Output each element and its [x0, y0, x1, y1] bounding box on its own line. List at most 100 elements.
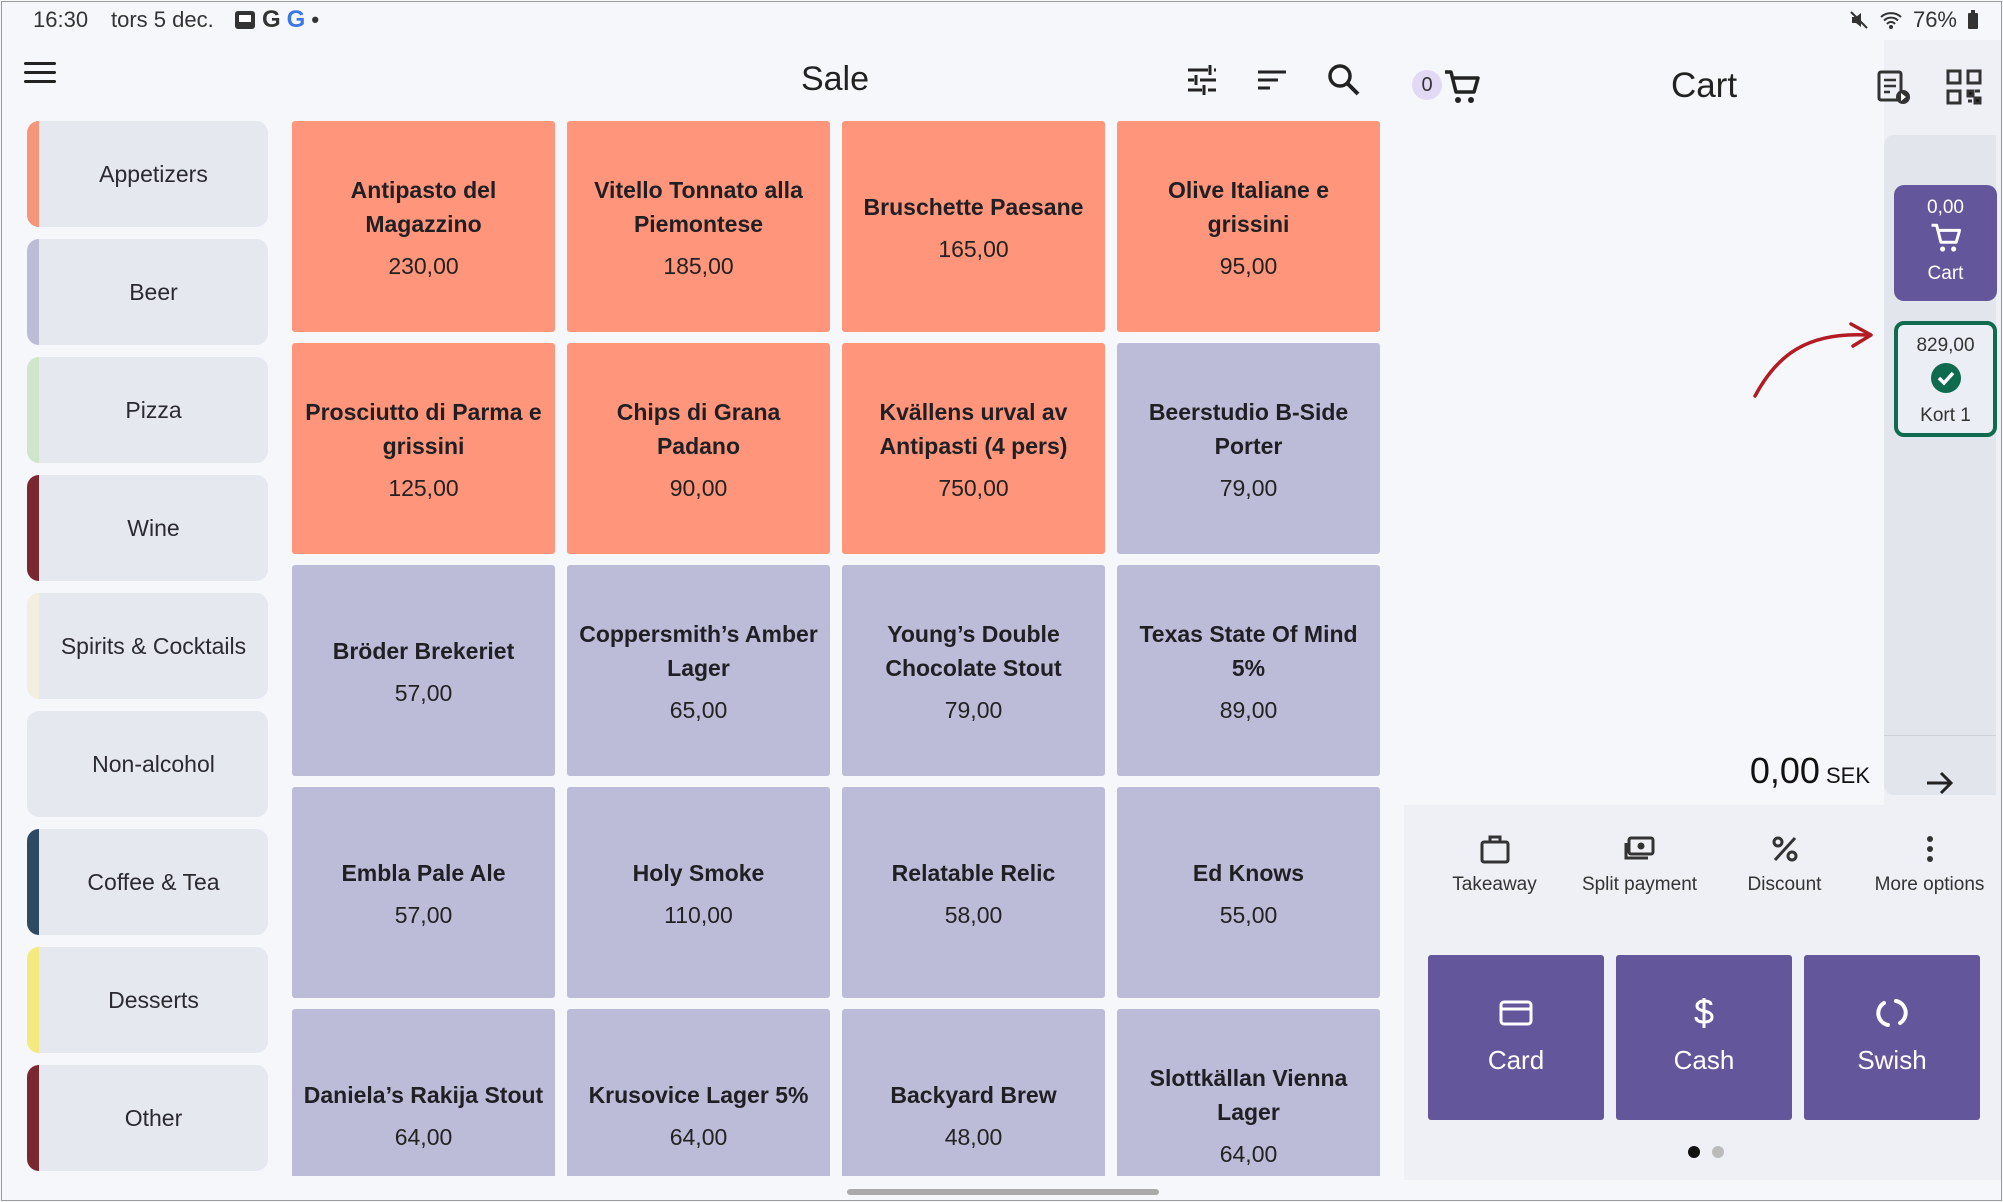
- cash-pay-label: Cash: [1673, 1045, 1735, 1075]
- category-desserts[interactable]: Desserts: [27, 947, 268, 1053]
- product-price: 89,00: [1219, 697, 1278, 723]
- credit-card-icon: [1499, 1000, 1533, 1026]
- product-tile[interactable]: Vitello Tonnato alla Piemontese 185,00: [567, 121, 830, 332]
- product-tile[interactable]: Antipasto del Magazzino 230,00: [292, 121, 555, 332]
- product-price: 58,00: [944, 902, 1003, 928]
- more-options-button[interactable]: More options: [1857, 820, 2001, 930]
- swish-pay-label: Swish: [1857, 1045, 1927, 1075]
- check-circle-icon: [1930, 363, 1961, 393]
- product-price: 79,00: [944, 697, 1003, 723]
- category-non-alcohol[interactable]: Non-alcohol: [27, 711, 268, 817]
- category-color-stripe: [27, 239, 39, 345]
- product-tile[interactable]: Young’s Double Chocolate Stout 79,00: [842, 565, 1105, 776]
- cash-pay-button[interactable]: Cash: [1616, 955, 1792, 1120]
- product-name: Texas State Of Mind 5%: [1139, 621, 1358, 681]
- takeaway-label: Takeaway: [1452, 874, 1537, 895]
- product-price: 57,00: [394, 902, 453, 928]
- cart-total: 0,00 SEK: [1750, 750, 1870, 792]
- page-dot[interactable]: [1712, 1146, 1724, 1158]
- cart-icon[interactable]: [1442, 67, 1482, 107]
- receipt-play-icon[interactable]: [1874, 68, 1912, 106]
- takeaway-button[interactable]: Takeaway: [1422, 820, 1567, 930]
- page-indicator: [1688, 1146, 1724, 1158]
- category-label: Desserts: [108, 986, 199, 1013]
- category-other[interactable]: Other: [27, 1065, 268, 1171]
- app-notification-icon: [235, 11, 255, 29]
- product-name: Young’s Double Chocolate Stout: [885, 621, 1062, 681]
- side-cart-amount: 0,00: [1927, 197, 1964, 218]
- side-kort-button[interactable]: 829,00 Kort 1: [1894, 321, 1997, 437]
- percent-icon: [1772, 836, 1797, 862]
- product-tile[interactable]: Beerstudio B-Side Porter 79,00: [1117, 343, 1380, 554]
- product-name: Slottkällan Vienna Lager: [1149, 1065, 1348, 1125]
- page-dot-active[interactable]: [1688, 1146, 1700, 1158]
- category-spirits-cocktails[interactable]: Spirits & Cocktails: [27, 593, 268, 699]
- home-indicator[interactable]: [847, 1189, 1159, 1195]
- category-beer[interactable]: Beer: [27, 239, 268, 345]
- product-tile[interactable]: Chips di Grana Padano 90,00: [567, 343, 830, 554]
- product-tile[interactable]: Slottkällan Vienna Lager 64,00: [1117, 1009, 1380, 1176]
- product-tile[interactable]: Krusovice Lager 5% 64,00: [567, 1009, 830, 1176]
- category-color-stripe: [27, 947, 39, 1053]
- product-tile[interactable]: Prosciutto di Parma e grissini 125,00: [292, 343, 555, 554]
- category-color-stripe: [27, 593, 39, 699]
- menu-icon[interactable]: [24, 62, 56, 92]
- product-price: 185,00: [663, 253, 734, 279]
- product-name: Olive Italiane e grissini: [1167, 177, 1330, 237]
- product-name: Bruschette Paesane: [863, 194, 1084, 220]
- side-kort-amount: 829,00: [1916, 335, 1975, 356]
- category-wine[interactable]: Wine: [27, 475, 268, 581]
- card-pay-label: Card: [1487, 1045, 1545, 1075]
- discount-button[interactable]: Discount: [1712, 820, 1857, 930]
- product-price: 64,00: [1219, 1141, 1278, 1167]
- product-price: 110,00: [664, 902, 733, 928]
- product-tile[interactable]: Ed Knows 55,00: [1117, 787, 1380, 998]
- product-price: 57,00: [394, 680, 453, 706]
- divider: [1884, 735, 1996, 736]
- product-price: 64,00: [669, 1124, 728, 1150]
- product-name: Antipasto del Magazzino: [350, 177, 497, 237]
- swish-pay-button[interactable]: Swish: [1804, 955, 1980, 1120]
- split-payment-icon: [1624, 836, 1654, 860]
- category-coffee-tea[interactable]: Coffee & Tea: [27, 829, 268, 935]
- product-name: Krusovice Lager 5%: [588, 1082, 809, 1108]
- category-appetizers[interactable]: Appetizers: [27, 121, 268, 227]
- status-date: tors 5 dec.: [111, 7, 214, 32]
- cart-count-badge: 0: [1412, 70, 1442, 100]
- product-tile[interactable]: Embla Pale Ale 57,00: [292, 787, 555, 998]
- category-label: Pizza: [125, 396, 182, 423]
- cart-side-column: 0,00 Cart 829,00 Kort 1: [1884, 135, 1997, 795]
- product-name: Kvällens urval av Antipasti (4 pers): [879, 399, 1068, 459]
- product-tile[interactable]: Kvällens urval av Antipasti (4 pers) 750,…: [842, 343, 1105, 554]
- product-tile[interactable]: Backyard Brew 48,00: [842, 1009, 1105, 1176]
- category-label: Wine: [127, 514, 180, 541]
- category-label: Other: [124, 1104, 183, 1131]
- notification-icons: G G •: [234, 6, 319, 34]
- more-notifications-icon: •: [311, 7, 320, 32]
- product-tile[interactable]: Relatable Relic 58,00: [842, 787, 1105, 998]
- product-tile[interactable]: Olive Italiane e grissini 95,00: [1117, 121, 1380, 332]
- product-tile[interactable]: Bruschette Paesane 165,00: [842, 121, 1105, 332]
- arrow-right-icon[interactable]: [1922, 765, 1958, 801]
- product-tile[interactable]: Daniela’s Rakija Stout 64,00: [292, 1009, 555, 1176]
- side-cart-button[interactable]: 0,00 Cart: [1894, 185, 1997, 301]
- tune-icon[interactable]: [1182, 60, 1222, 100]
- sort-icon[interactable]: [1252, 60, 1292, 100]
- split-payment-button[interactable]: Split payment: [1567, 820, 1712, 930]
- battery-icon: [1968, 10, 1978, 29]
- product-tile[interactable]: Holy Smoke 110,00: [567, 787, 830, 998]
- search-icon[interactable]: [1324, 60, 1364, 100]
- cart-total-currency: SEK: [1825, 763, 1870, 788]
- qr-code-icon[interactable]: [1945, 68, 1983, 106]
- mute-icon: [1850, 11, 1868, 29]
- product-tile[interactable]: Texas State Of Mind 5% 89,00: [1117, 565, 1380, 776]
- category-list: Appetizers Beer Pizza Wine Spirits & Cocktai…: [27, 121, 268, 1183]
- product-tile[interactable]: Bröder Brekeriet 57,00: [292, 565, 555, 776]
- product-tile[interactable]: Coppersmith’s Amber Lager 65,00: [567, 565, 830, 776]
- category-pizza[interactable]: Pizza: [27, 357, 268, 463]
- product-grid: Antipasto del Magazzino 230,00 Vitello Ton…: [292, 121, 1382, 1176]
- product-price: 55,00: [1219, 902, 1278, 928]
- card-pay-button[interactable]: Card: [1428, 955, 1604, 1120]
- product-price: 64,00: [394, 1124, 453, 1150]
- side-cart-label: Cart: [1927, 263, 1964, 284]
